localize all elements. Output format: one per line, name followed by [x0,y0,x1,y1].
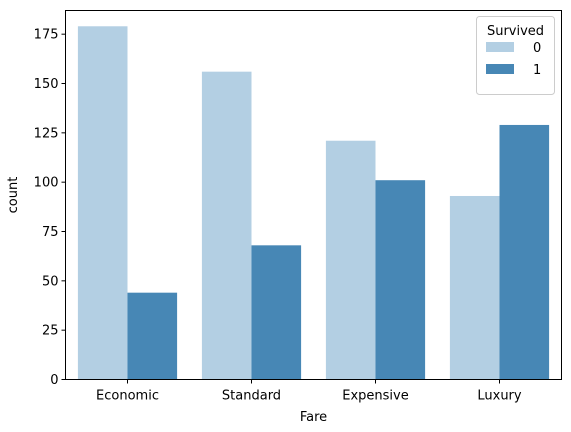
y-axis-label: count [6,177,21,214]
x-axis-label: Fare [300,410,327,425]
plot-frame [65,10,562,380]
legend-title: Survived [487,24,544,39]
y-tick-label: 75 [42,225,59,240]
bar-expensive-survived-0 [325,140,376,380]
legend-box [476,16,555,95]
y-tick-label: 175 [34,28,59,43]
x-tick-label: Standard [222,389,281,404]
legend-label-0: 0 [533,41,541,56]
y-tick-label: 0 [50,373,58,388]
x-tick-label: Expensive [342,389,408,404]
y-tick-label: 100 [34,176,59,191]
y-tick-label: 50 [42,274,59,289]
legend-swatch-0 [486,42,514,52]
bar-standard-survived-1 [251,245,302,380]
y-axis-ticks: 0 25 50 75 100 125 150 175 [34,28,66,388]
y-tick-label: 125 [34,126,59,141]
legend: Survived 0 1 [476,16,555,95]
legend-label-1: 1 [533,63,541,78]
bar-economic-survived-0 [77,26,128,380]
bar-luxury-survived-0 [449,195,500,380]
bar-standard-survived-0 [201,71,252,380]
x-tick-label: Economic [96,389,159,404]
bar-economic-survived-1 [127,292,178,380]
bar-luxury-survived-1 [499,124,550,380]
x-axis-ticks: Economic Standard Expensive Luxury [96,379,522,404]
y-tick-label: 25 [42,324,59,339]
bar-expensive-survived-1 [375,180,426,380]
y-tick-label: 150 [34,77,59,92]
legend-swatch-1 [486,64,514,74]
x-tick-label: Luxury [477,389,522,404]
bars-group [77,26,550,380]
